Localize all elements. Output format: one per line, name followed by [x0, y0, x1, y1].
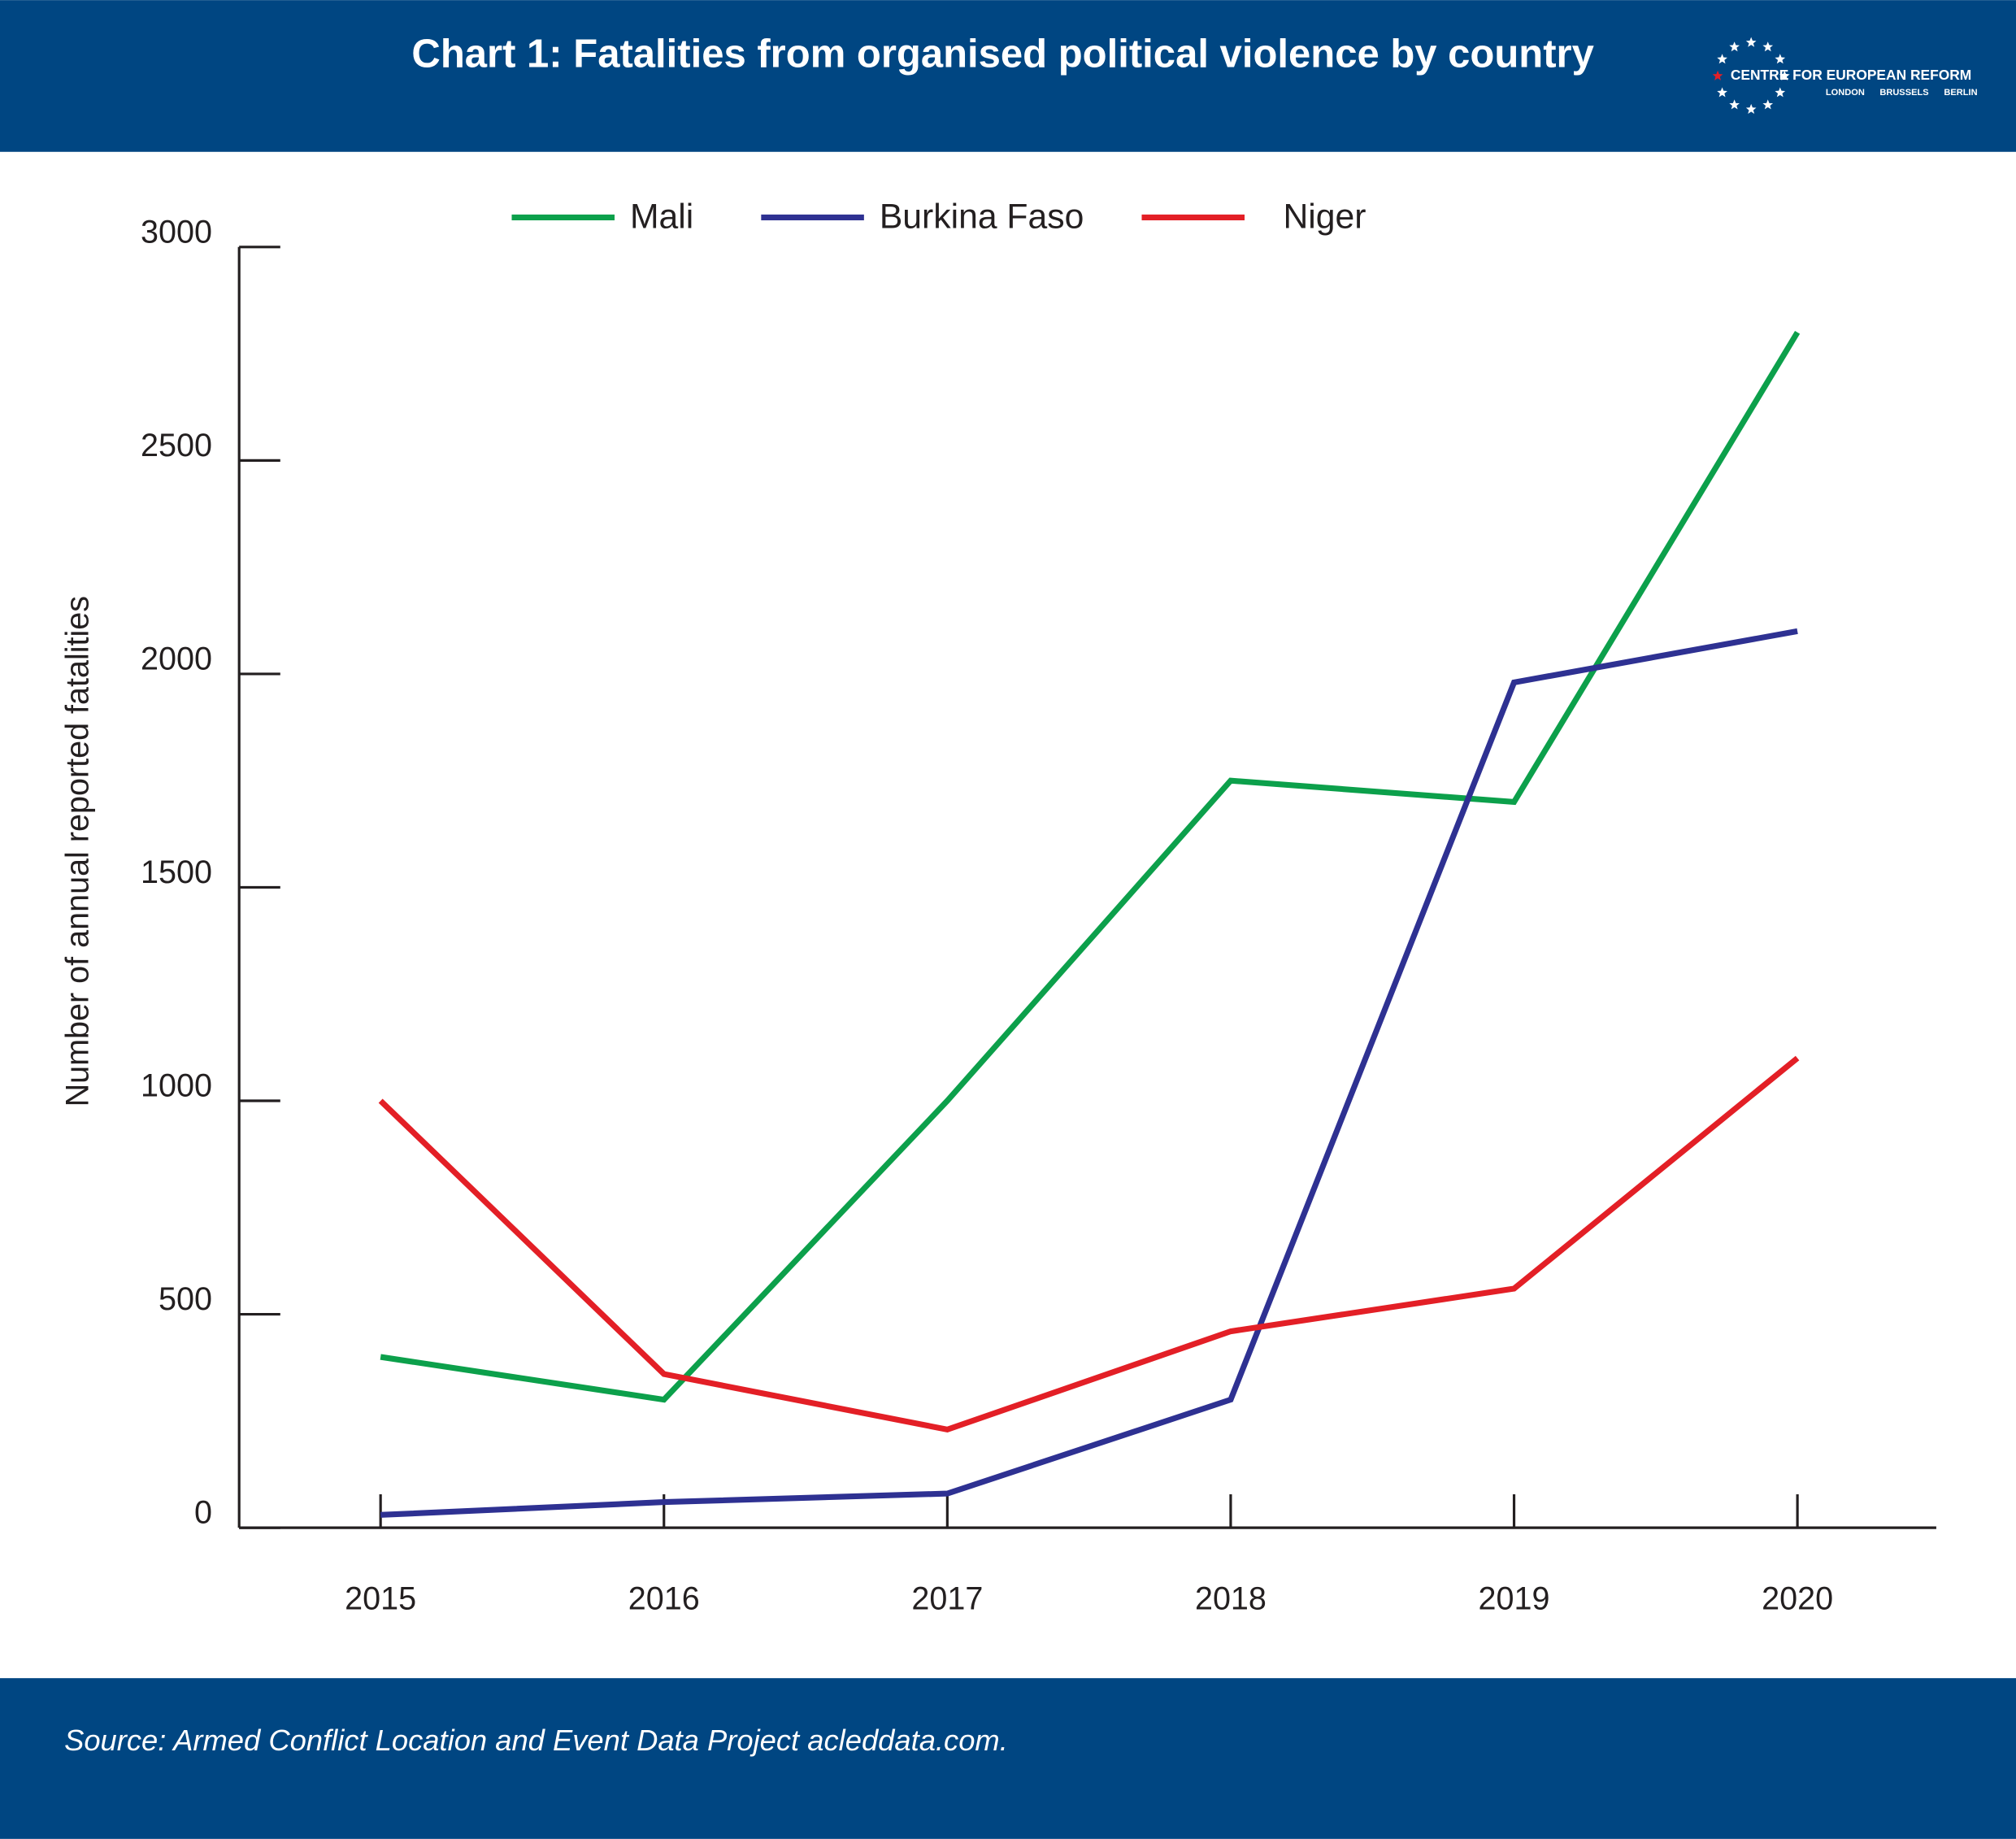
- x-tick-label: 2019: [1479, 1581, 1550, 1617]
- logo-star: [1775, 54, 1786, 64]
- line: [380, 628, 1798, 1518]
- y-tick-label: 500: [159, 1281, 212, 1317]
- logo-city: BERLIN: [1944, 88, 1977, 98]
- x-tick-label: 2020: [1762, 1581, 1833, 1617]
- y-tick-label: 3000: [141, 214, 212, 250]
- y-axis-label: Number of annual reported fatalities: [59, 596, 95, 1106]
- line: [378, 1055, 1800, 1433]
- x-tick-label: 2016: [628, 1581, 700, 1617]
- logo-name: CENTRE FOR EUROPEAN REFORM: [1731, 67, 1971, 83]
- x-tick-label: 2017: [911, 1581, 983, 1617]
- y-tick-label: 2500: [141, 428, 212, 463]
- logo-star: [1762, 99, 1774, 110]
- logo-star: [1717, 54, 1727, 64]
- logo-star: [1712, 70, 1723, 80]
- source: Source: Armed Conflict Location and Even…: [64, 1724, 1008, 1757]
- chart-title: Chart 1: Fatalities from organised polit…: [411, 33, 1593, 76]
- header-band: [0, 0, 2016, 152]
- y-tick-label: 2000: [141, 641, 212, 677]
- logo-city: BRUSSELS: [1879, 88, 1928, 98]
- logo-star: [1729, 99, 1740, 110]
- y-tick-label: 0: [194, 1495, 212, 1531]
- logo-star: [1762, 41, 1774, 52]
- legend-label: Niger: [1283, 197, 1366, 236]
- y-tick-label: 1000: [141, 1068, 212, 1104]
- line: [380, 330, 1801, 1403]
- y-tick-label: 1500: [141, 854, 212, 890]
- logo-city: LONDON: [1826, 88, 1865, 98]
- logo-star: [1775, 87, 1786, 98]
- legend-label: Mali: [630, 197, 693, 236]
- logo-star: [1745, 103, 1757, 114]
- footer-band: [0, 1678, 2016, 1839]
- logo: CENTRE FOR EUROPEAN REFORM LONDON BRUSSE…: [1712, 37, 1978, 114]
- logo-star: [1717, 87, 1727, 98]
- x-tick-label: 2015: [345, 1581, 416, 1617]
- logo-star: [1745, 37, 1757, 47]
- logo-star: [1729, 41, 1740, 52]
- x-tick-label: 2018: [1195, 1581, 1267, 1617]
- legend-label: Burkina Faso: [880, 197, 1084, 236]
- logo-star: [1779, 70, 1790, 80]
